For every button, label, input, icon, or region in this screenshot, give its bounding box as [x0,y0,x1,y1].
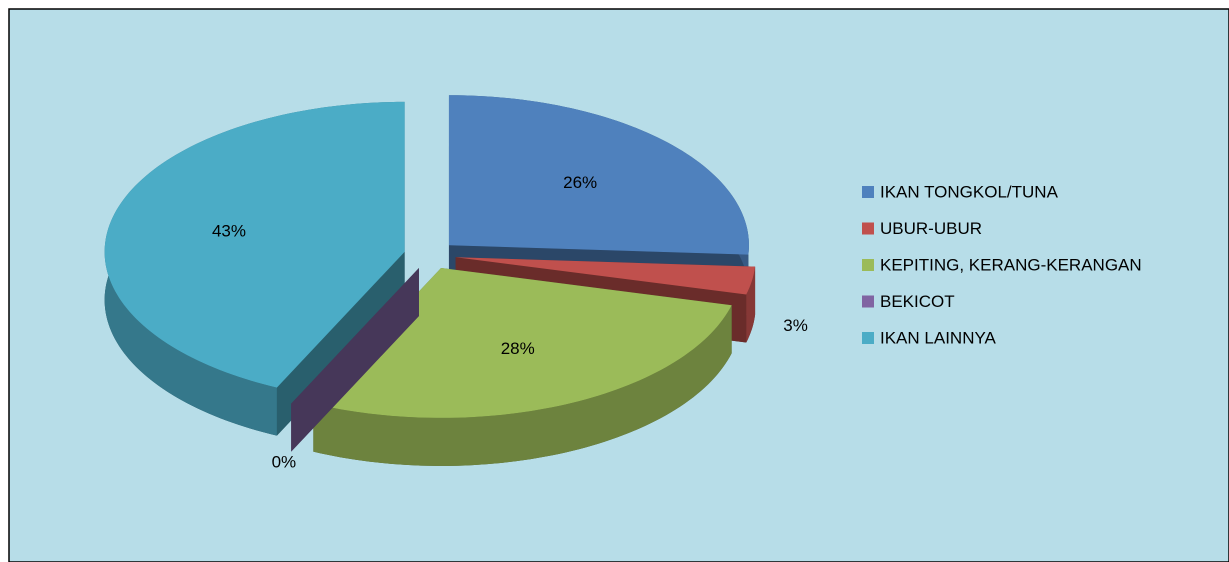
slice-wall [746,266,756,343]
legend-swatch [862,259,874,271]
slice-top [104,101,405,388]
slice [291,267,419,452]
slice-wall [313,305,732,466]
slice-side [291,267,419,452]
slice-top [455,257,756,295]
legend-swatch [862,222,874,235]
legend-swatch [862,186,874,198]
legend-swatch [862,295,874,308]
legend-label: IKAN TONGKOL/TUNA [880,182,1059,201]
slice-top [448,95,749,255]
data-label: 26% [563,173,597,192]
legend-label: IKAN LAINNYA [880,328,997,347]
legend-label: BEKICOT [880,292,955,311]
data-label: 43% [212,222,246,241]
legend-swatch [862,332,874,344]
data-label: 3% [783,316,808,335]
data-label: 28% [501,339,535,358]
legend-label: UBUR-UBUR [880,219,982,238]
legend-label: KEPITING, KERANG-KERANGAN [880,255,1142,274]
data-label: 0% [272,453,297,472]
